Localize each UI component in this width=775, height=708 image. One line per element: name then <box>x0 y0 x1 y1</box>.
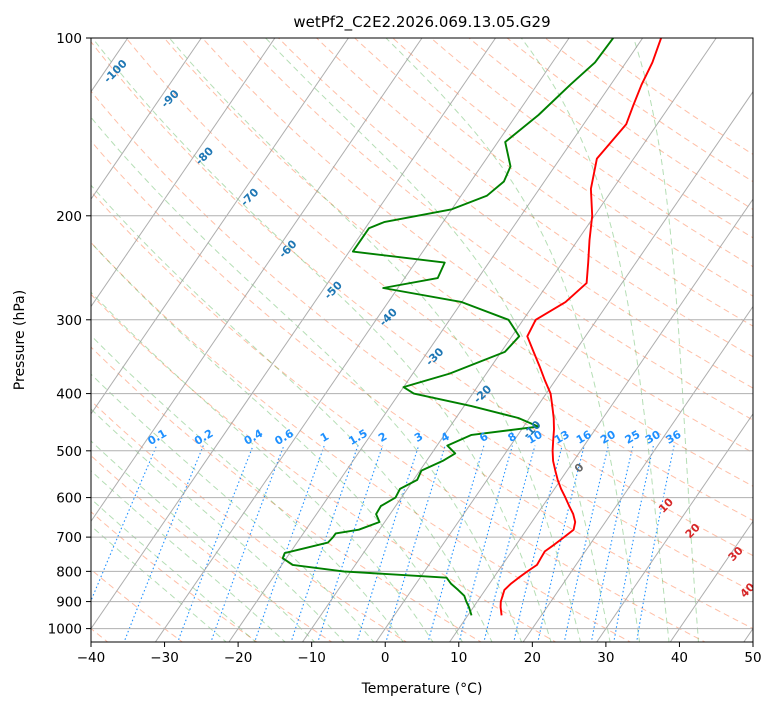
x-tick-label: −40 <box>77 650 106 666</box>
mixing-ratio-line <box>483 445 536 642</box>
isotherm-line <box>228 38 644 642</box>
moist-adiabat <box>91 373 375 642</box>
mixing-ratio-line <box>317 445 384 642</box>
y-tick-label: 200 <box>56 209 82 225</box>
dry-adiabat <box>91 41 753 557</box>
mixing-ratio-line <box>427 445 485 642</box>
isotherm-line <box>669 520 753 642</box>
isotherm-line <box>154 38 570 642</box>
y-tick-label: 500 <box>56 444 82 460</box>
mixing-ratio-line <box>290 445 359 642</box>
mixing-ratio-line <box>563 445 609 642</box>
y-tick-label: 600 <box>56 491 82 507</box>
y-tick-label: 1000 <box>48 622 82 638</box>
isotherm-line <box>302 38 717 642</box>
plot-frame <box>90 37 754 643</box>
x-tick-label: 50 <box>744 650 761 666</box>
isotherm-line <box>449 198 753 642</box>
dry-adiabat <box>353 38 753 327</box>
y-tick-label: 900 <box>56 595 82 611</box>
profile-lines <box>281 38 662 616</box>
x-tick-label: −20 <box>224 650 253 666</box>
y-axis-label: Pressure (hPa) <box>12 290 28 390</box>
isotherm-line <box>91 38 202 200</box>
moist-adiabat <box>91 184 493 642</box>
isotherm-line <box>91 38 349 415</box>
y-tick-label: 700 <box>56 530 82 546</box>
isotherm-line <box>375 90 753 642</box>
temperature-line <box>499 38 662 616</box>
dry-adiabat <box>125 38 753 522</box>
y-tick-label: 800 <box>56 564 82 580</box>
x-tick-label: 30 <box>597 650 614 666</box>
moist-adiabat <box>91 241 464 642</box>
isotherm-line <box>91 38 496 630</box>
x-tick-label: −30 <box>150 650 179 666</box>
dry-adiabat <box>201 38 753 454</box>
x-axis-label: Temperature (°C) <box>361 681 483 697</box>
y-axis: 100 200 300 400 500 600 700 800 900 1000 <box>48 31 91 638</box>
mixing-ratio-line <box>385 445 446 642</box>
x-tick-label: −10 <box>297 650 326 666</box>
mixing-ratio-line <box>613 445 654 642</box>
mixing-ratio-line <box>254 445 325 642</box>
dewpoint-line <box>281 38 614 616</box>
mixing-ratio-line <box>635 445 675 642</box>
mixing-ratio-line <box>356 445 420 642</box>
chart-title: wetPf2_C2E2.2026.069.13.05.G29 <box>293 13 550 32</box>
mixing-ratio-line <box>513 445 563 642</box>
mixing-ratio-line <box>91 445 158 603</box>
grid-lines <box>91 38 753 642</box>
x-tick-label: 20 <box>524 650 541 666</box>
mixing-ratio-line <box>537 445 585 642</box>
y-tick-label: 100 <box>56 31 82 47</box>
isotherm-line <box>91 38 423 523</box>
isotherm-line <box>596 412 753 642</box>
isotherm-line <box>522 305 753 642</box>
y-tick-label: 400 <box>56 387 82 403</box>
mixing-ratio-line <box>210 445 285 642</box>
x-tick-label: 0 <box>381 650 390 666</box>
y-tick-label: 300 <box>56 313 82 329</box>
x-tick-label: 10 <box>450 650 467 666</box>
isotherm-line <box>91 38 276 308</box>
dry-adiabat <box>163 38 753 487</box>
x-axis: −40 −30 −20 −10 0 10 20 30 40 50 <box>77 642 762 666</box>
mixing-ratio-line <box>590 445 634 642</box>
x-tick-label: 40 <box>671 650 688 666</box>
